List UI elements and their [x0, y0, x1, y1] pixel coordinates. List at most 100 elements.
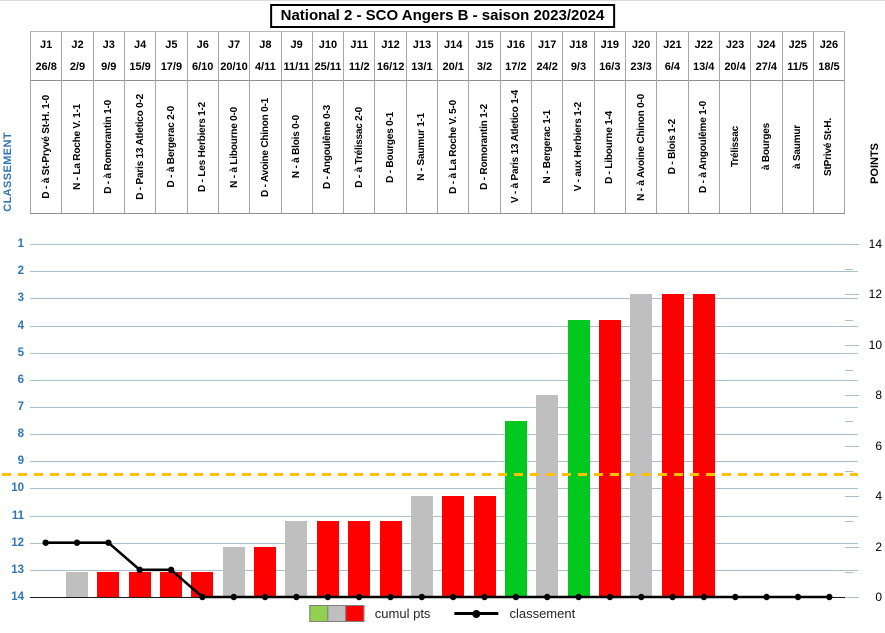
right-tick-8: [845, 395, 859, 397]
date-label: 16/3: [594, 56, 625, 81]
right-tick-13: [845, 269, 853, 271]
cumul-bar-J15: [473, 496, 496, 597]
cumul-bar-J17: [536, 395, 559, 597]
right-tick-label-12: 12: [868, 287, 882, 302]
fixture-column-J26: J26 18/5 StPrivé St-H.: [812, 32, 846, 213]
x-axis: [30, 596, 845, 598]
match-result-label: D - à Romorantin 1-0: [103, 100, 115, 194]
round-label: J21: [663, 39, 682, 51]
date-label: 26/8: [31, 56, 62, 81]
date-label: 11/5: [782, 56, 813, 81]
cumul-bar-J6: [191, 571, 214, 597]
round-label: J5: [165, 39, 178, 51]
date-label: 17/2: [500, 56, 531, 81]
round-label: J19: [600, 39, 619, 51]
match-cell: N - à Libourne 0-0: [219, 81, 249, 213]
cumul-bar-J5: [160, 571, 183, 597]
date-label: 17/9: [156, 56, 187, 81]
match-cell: N - La Roche V. 1-1: [62, 81, 92, 213]
right-tick-9: [845, 370, 853, 372]
round-label: J14: [444, 39, 463, 51]
match-result-label: D - à Angoulême 1-0: [698, 101, 710, 193]
fixture-column-J21: J21 6/4 D - Blois 1-2: [656, 32, 688, 213]
round-label: J18: [569, 39, 588, 51]
match-cell: D - Libourne 1-4: [595, 81, 625, 213]
right-tick-7: [845, 420, 853, 422]
cumul-bar-J18: [567, 319, 590, 597]
fixture-column-J25: J25 11/5 à Saumur: [781, 32, 813, 213]
round-label: J7: [227, 39, 241, 51]
match-cell: D - à Angoulême 1-0: [689, 81, 719, 213]
match-cell: D - à Romorantin 1-0: [94, 81, 124, 213]
match-result-label: D - Libourne 1-4: [604, 110, 616, 184]
round-label: J23: [725, 39, 745, 51]
fixture-column-J23: J23 20/4 Trélissac: [718, 32, 751, 213]
match-cell: D - Bourges 0-1: [375, 81, 405, 213]
date-label: 18/5: [813, 56, 845, 81]
fixture-column-J6: J6 6/10 D - Les Herbiers 1-2: [186, 32, 218, 213]
right-tick-label-10: 10: [868, 337, 882, 352]
left-tick-label-6: 6: [17, 373, 24, 386]
round-label: J1: [40, 39, 53, 51]
cumul-bar-J20: [630, 294, 653, 597]
date-label: 23/3: [625, 56, 657, 81]
match-result-label: N - Bergerac 1-1: [541, 110, 553, 184]
left-tick-label-7: 7: [17, 400, 24, 413]
match-result-label: D - Bourges 0-1: [385, 111, 397, 183]
legend-swatch-draw: [326, 605, 346, 622]
match-cell: N - Saumur 1-1: [407, 81, 437, 213]
right-axis-title: POINTS: [869, 143, 881, 184]
match-cell: StPrivé St-H.: [814, 81, 844, 213]
match-cell: V - à Paris 13 Atletico 1-4: [501, 81, 531, 213]
fixture-column-J12: J12 16/12 D - Bourges 0-1: [374, 32, 406, 213]
date-label: 3/2: [469, 56, 500, 81]
cumul-bar-J2: [66, 571, 88, 597]
legend-swatch-win: [308, 605, 328, 622]
date-label: 27/4: [751, 56, 782, 81]
match-result-label: D - à La Roche V. 5-0: [447, 100, 459, 194]
cumul-bar-J8: [254, 546, 277, 597]
match-cell: D - Angoulême 0-3: [313, 81, 343, 213]
date-label: 9/9: [93, 56, 124, 81]
right-tick-label-6: 6: [875, 438, 882, 453]
gridline-rank-6: [30, 379, 858, 381]
right-tick-4: [845, 496, 859, 498]
round-label: J24: [757, 39, 776, 51]
date-label: 15/9: [124, 56, 156, 81]
match-result-label: N - La Roche V. 1-1: [71, 104, 83, 190]
match-cell: à Bourges: [751, 81, 781, 213]
round-label: J17: [537, 39, 557, 51]
round-label: J10: [318, 39, 338, 51]
gridline-rank-9: [30, 461, 858, 463]
cumul-bar-J11: [348, 521, 371, 597]
left-axis-title: CLASSEMENT: [2, 132, 14, 212]
left-tick-label-10: 10: [11, 482, 24, 495]
fixture-column-J18: J18 9/3 V - aux Herbiers 1-2: [562, 32, 594, 213]
fixture-column-J14: J14 20/1 D - à La Roche V. 5-0: [437, 32, 469, 213]
left-tick-label-2: 2: [17, 265, 24, 278]
match-cell: à Saumur: [783, 81, 813, 213]
match-result-label: D - Paris 13 Atletico 0-2: [134, 94, 146, 200]
match-cell: D - Paris 13 Atletico 0-2: [125, 81, 155, 213]
match-cell: D - à St-Pryvé St-H. 1-0: [31, 81, 61, 213]
match-cell: D - Les Herbiers 1-2: [188, 81, 218, 213]
round-label: J11: [350, 39, 369, 51]
date-label: 11/2: [344, 56, 375, 81]
fixture-column-J17: J17 24/2 N - Bergerac 1-1: [531, 32, 563, 213]
right-tick-label-4: 4: [875, 489, 882, 504]
fixture-column-J20: J20 23/3 N - à Avoine Chinon 0-0: [624, 32, 657, 213]
match-result-label: D - Angoulême 0-3: [322, 104, 334, 190]
match-cell: D - Avoine Chinon 0-1: [250, 81, 280, 213]
left-tick-label-13: 13: [11, 563, 24, 576]
left-tick-label-4: 4: [17, 319, 24, 332]
gridline-rank-4: [30, 325, 858, 327]
relegation-threshold-line: [2, 473, 858, 477]
legend-classement-label: classement: [509, 606, 576, 621]
match-result-label: D - Avoine Chinon 0-1: [259, 97, 271, 197]
cumul-bar-J22: [692, 294, 715, 597]
match-cell: D - Romorantin 1-2: [469, 81, 499, 213]
left-tick-label-12: 12: [11, 536, 24, 549]
left-tick-label-3: 3: [17, 292, 24, 305]
cumul-bar-J7: [222, 546, 245, 597]
date-label: 6/10: [187, 56, 218, 81]
